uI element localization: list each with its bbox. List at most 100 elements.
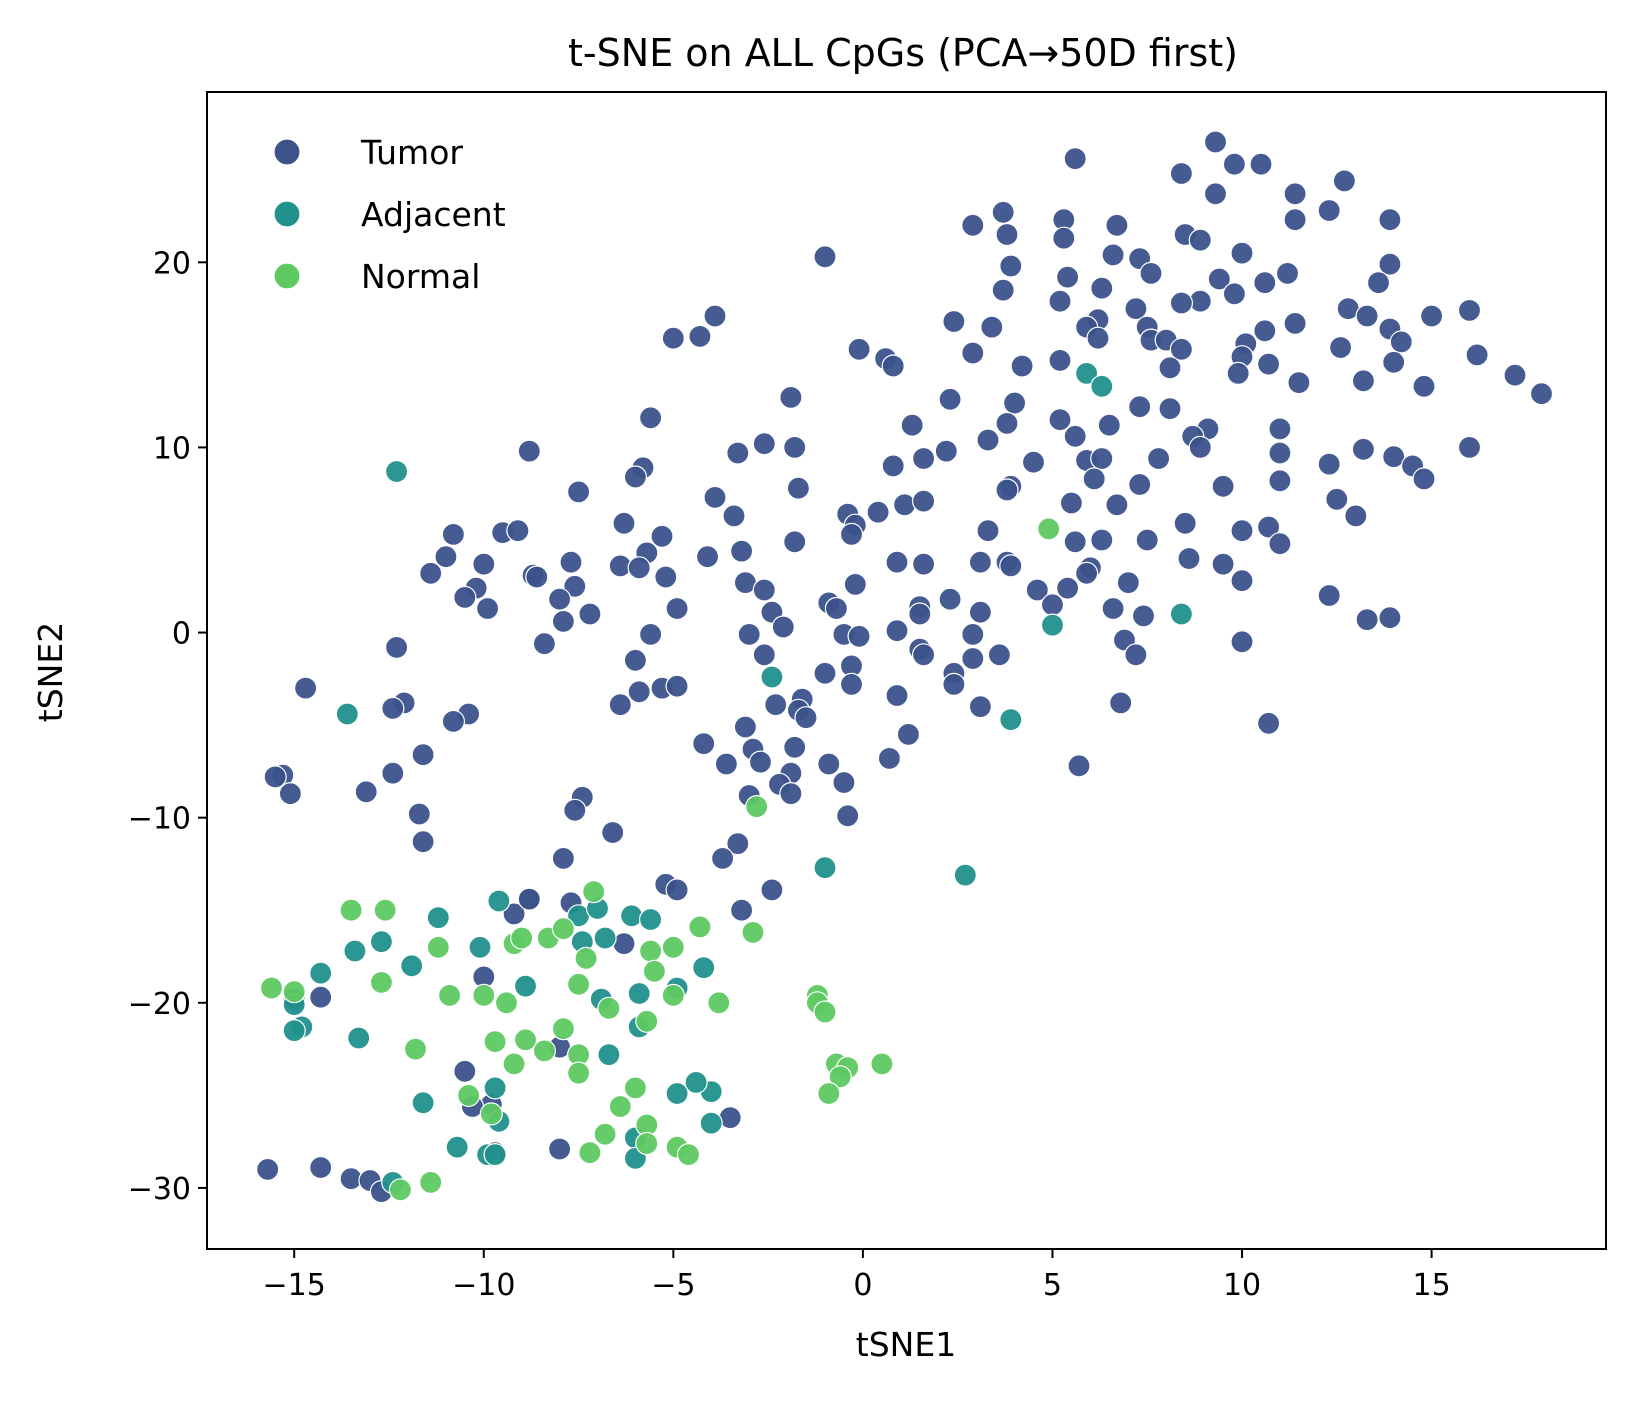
tumor-point <box>968 600 993 624</box>
tumor-point <box>1226 361 1250 385</box>
normal-point <box>483 1030 507 1054</box>
y-tick-label: 20 <box>153 246 191 281</box>
tumor-point <box>381 696 405 721</box>
tumor-point <box>1355 607 1379 632</box>
tumor-point <box>453 1059 477 1083</box>
tumor-point <box>1222 282 1247 306</box>
tumor-point <box>961 341 985 365</box>
tumor-point <box>961 646 985 671</box>
adjacent-point <box>692 955 716 980</box>
tumor-point <box>752 578 776 602</box>
tumor-point <box>896 722 921 747</box>
x-tick-label: −10 <box>452 1268 515 1303</box>
legend-label-adjacent: Adjacent <box>361 195 506 234</box>
x-axis-label: tSNE1 <box>856 1325 956 1364</box>
tumor-point <box>1048 348 1072 372</box>
normal-point <box>741 920 765 945</box>
tumor-point <box>1351 437 1376 461</box>
tumor-point <box>1128 472 1152 497</box>
normal-point <box>551 917 576 941</box>
tumor-point <box>1344 504 1368 528</box>
points-layer <box>256 130 1554 1204</box>
tumor-point <box>551 609 576 634</box>
adjacent-point <box>1074 361 1099 385</box>
tumor-point <box>942 672 966 697</box>
tumor-point <box>1378 208 1402 232</box>
tumor-point <box>1169 291 1194 315</box>
normal-point <box>566 1061 591 1085</box>
tumor-point <box>1256 711 1281 735</box>
y-tick-label: −10 <box>128 802 191 837</box>
legend: Tumor Adjacent Normal <box>273 133 506 296</box>
tumor-point <box>547 1137 572 1161</box>
normal-point <box>566 972 591 996</box>
tumor-point <box>506 519 530 543</box>
tumor-point <box>911 446 936 471</box>
tumor-point <box>847 337 871 361</box>
tumor-point <box>1317 583 1341 608</box>
tumor-point <box>703 485 727 509</box>
normal-point <box>642 959 667 983</box>
tumor-point <box>1021 450 1046 474</box>
tumor-point <box>1465 343 1489 367</box>
tumor-point <box>1169 161 1194 186</box>
tumor-point <box>752 643 776 667</box>
tumor-point <box>843 572 867 597</box>
tumor-point <box>1382 445 1406 469</box>
tumor-point <box>847 624 871 648</box>
tumor-point <box>938 587 962 611</box>
adjacent-point <box>487 889 511 913</box>
normal-point <box>578 1141 602 1165</box>
tumor-point <box>1052 226 1076 250</box>
tumor-point <box>1063 530 1087 554</box>
tumor-point <box>638 622 663 647</box>
tumor-point <box>525 565 549 589</box>
adjacent-point <box>335 702 359 726</box>
adjacent-point <box>638 907 663 932</box>
adjacent-point <box>684 1070 708 1095</box>
tumor-point <box>1351 369 1376 393</box>
tumor-point <box>783 735 807 759</box>
tumor-point <box>263 765 287 789</box>
tumor-point <box>1131 604 1156 628</box>
legend-marker-adjacent <box>273 200 301 228</box>
tumor-point <box>961 622 985 647</box>
normal-point <box>472 983 496 1008</box>
tumor-point <box>441 709 465 734</box>
tumor-point <box>722 504 746 528</box>
tumor-point <box>1105 213 1129 237</box>
tumor-point <box>608 693 632 717</box>
tumor-point <box>1230 569 1254 593</box>
tumor-point <box>995 222 1019 247</box>
tumor-point <box>866 500 890 524</box>
tumor-point <box>1230 241 1254 265</box>
tumor-point <box>665 596 689 621</box>
tumor-point <box>1086 326 1110 350</box>
tumor-point <box>1109 691 1133 715</box>
adjacent-point <box>513 974 538 998</box>
x-tick-label: 5 <box>1043 1268 1062 1303</box>
tumor-point <box>911 643 936 667</box>
tumor-point <box>1097 413 1121 437</box>
tumor-point <box>411 743 435 767</box>
tumor-point <box>472 552 496 576</box>
normal-point <box>635 1009 659 1033</box>
normal-point <box>532 1039 557 1063</box>
tumor-point <box>1082 467 1106 491</box>
adjacent-point <box>953 863 977 887</box>
adjacent-point <box>400 954 424 978</box>
tumor-point <box>1268 532 1292 556</box>
normal-point <box>438 983 462 1008</box>
chart-title: t-SNE on ALL CpGs (PCA→50D first) <box>568 31 1238 75</box>
adjacent-point <box>699 1111 723 1135</box>
legend-marker-tumor <box>273 138 301 166</box>
tumor-point <box>980 315 1004 339</box>
tumor-point <box>623 465 648 489</box>
tumor-point <box>786 476 811 500</box>
tumor-point <box>881 354 905 378</box>
tumor-point <box>1283 208 1307 232</box>
tumor-point <box>885 683 909 708</box>
normal-point <box>513 1028 538 1052</box>
tumor-point <box>783 530 807 554</box>
tumor-point <box>995 478 1019 502</box>
